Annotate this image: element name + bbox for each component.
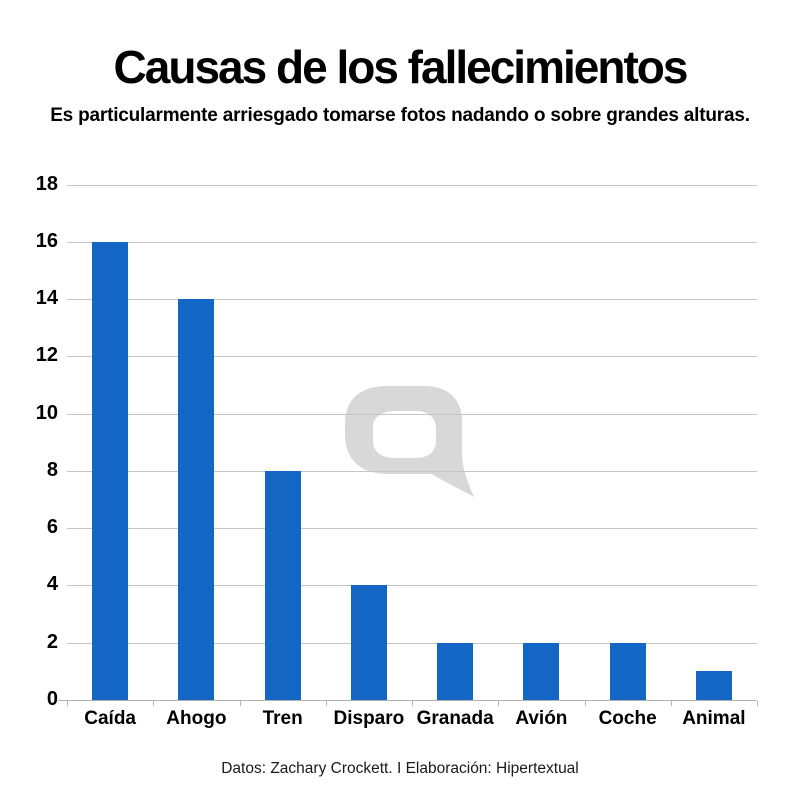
y-gridline xyxy=(67,470,757,472)
x-axis-tick-mark xyxy=(325,701,327,706)
bar-ahogo xyxy=(178,299,215,700)
x-axis-tick-mark xyxy=(498,701,500,706)
bar-disparo xyxy=(350,585,387,700)
y-gridline xyxy=(67,528,757,530)
bar-tren xyxy=(264,470,301,700)
chart-source-footer: Datos: Zachary Crockett. I Elaboración: … xyxy=(221,760,579,777)
chart-subtitle: Es particularmente arriesgado tomarse fo… xyxy=(50,105,750,126)
x-axis-category-label: Caída xyxy=(84,708,136,729)
y-gridline xyxy=(67,241,757,243)
x-axis-tick-mark xyxy=(67,701,68,706)
bar-caida xyxy=(92,241,129,700)
y-gridline xyxy=(67,299,757,301)
y-axis-tick-label: 8 xyxy=(46,458,58,481)
x-axis-tick-mark xyxy=(670,701,672,706)
x-axis-tick-mark xyxy=(584,701,586,706)
x-axis-category-label: Disparo xyxy=(333,708,405,729)
y-axis-tick-label: 16 xyxy=(35,229,58,252)
hipertextual-logo-watermark-icon xyxy=(345,386,474,497)
bar-avion xyxy=(523,642,560,700)
x-axis-category-label: Avión xyxy=(515,708,568,729)
y-axis-tick-label: 6 xyxy=(46,516,58,539)
y-gridline xyxy=(67,642,757,644)
x-axis-category-label: Ahogo xyxy=(166,708,227,729)
bar-granada xyxy=(437,642,474,700)
x-axis-tick-mark xyxy=(757,701,758,706)
y-axis-tick-label: 10 xyxy=(35,401,58,424)
y-gridline xyxy=(67,585,757,587)
chart-title: Causas de los fallecimientos xyxy=(113,41,689,93)
y-axis-tick-label: 12 xyxy=(35,344,58,367)
y-axis-tick-label: 14 xyxy=(35,287,58,310)
y-axis-tick-label: 2 xyxy=(46,630,58,653)
x-axis-category-label: Granada xyxy=(416,708,494,729)
x-axis-category-label: Animal xyxy=(682,708,746,729)
x-axis-line xyxy=(58,700,757,701)
y-axis-tick-label: 18 xyxy=(35,172,58,195)
y-gridline xyxy=(67,184,757,186)
bar-animal xyxy=(695,671,732,700)
y-axis-tick-label: 4 xyxy=(46,573,58,596)
x-axis-category-label: Coche xyxy=(598,708,657,729)
bar-coche xyxy=(609,642,646,700)
y-gridline xyxy=(67,356,757,358)
x-axis-tick-mark xyxy=(153,701,155,706)
y-gridline xyxy=(67,413,757,415)
y-axis-tick-label: 0 xyxy=(46,688,58,710)
x-axis-tick-mark xyxy=(239,701,241,706)
x-axis-tick-mark xyxy=(412,701,413,706)
x-axis-category-label: Tren xyxy=(262,708,303,729)
